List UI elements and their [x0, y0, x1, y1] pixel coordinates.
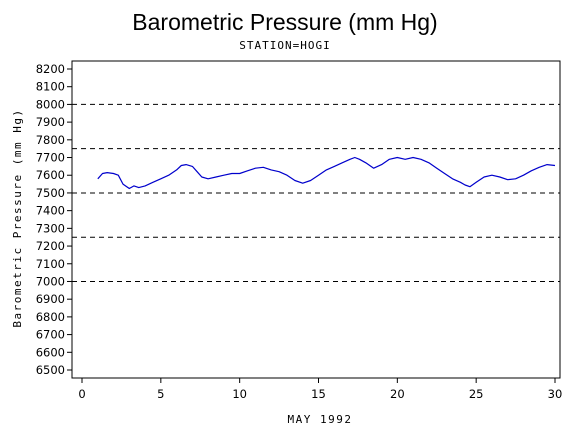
y-axis-label: Barometric Pressure (mm Hg) — [11, 108, 24, 327]
x-tick-label: 25 — [469, 387, 484, 401]
y-tick-label: 8200 — [36, 62, 65, 76]
chart-subtitle: STATION=HOGI — [239, 39, 330, 52]
y-tick-label: 6800 — [36, 310, 65, 324]
x-tick-label: 5 — [157, 387, 164, 401]
plot-area-frame — [71, 60, 561, 379]
y-tick-label: 7300 — [36, 221, 65, 235]
y-tick-label: 6900 — [36, 292, 65, 306]
x-tick-label: 15 — [311, 387, 326, 401]
y-tick-label: 7700 — [36, 151, 65, 165]
y-tick-label: 7000 — [36, 274, 65, 288]
y-tick-label: 7600 — [36, 168, 65, 182]
x-axis: 0 5 10 15 20 25 30 — [78, 378, 562, 401]
x-tick-label: 20 — [390, 387, 405, 401]
x-tick-label: 10 — [232, 387, 247, 401]
series-group — [97, 156, 556, 190]
chart-title: Barometric Pressure (mm Hg) — [132, 9, 437, 35]
x-tick-label: 30 — [548, 387, 563, 401]
y-tick-label: 7200 — [36, 239, 65, 253]
y-tick-label: 7900 — [36, 115, 65, 129]
y-tick-label: 8100 — [36, 80, 65, 94]
y-tick-label: 7100 — [36, 257, 65, 271]
x-axis-label: MAY 1992 — [288, 413, 353, 426]
y-tick-label: 7400 — [36, 204, 65, 218]
x-tick-label: 0 — [78, 387, 85, 401]
reference-lines — [72, 103, 560, 282]
y-tick-label: 7800 — [36, 133, 65, 147]
y-tick-label: 6500 — [36, 363, 65, 377]
y-tick-label: 6700 — [36, 328, 65, 342]
y-tick-label: 6600 — [36, 345, 65, 359]
series-line — [97, 156, 556, 190]
y-tick-label: 8000 — [36, 97, 65, 111]
y-axis: 6500 6600 6700 6800 6900 7000 7100 7200 7300 7400… — [36, 62, 72, 377]
y-tick-label: 7500 — [36, 186, 65, 200]
